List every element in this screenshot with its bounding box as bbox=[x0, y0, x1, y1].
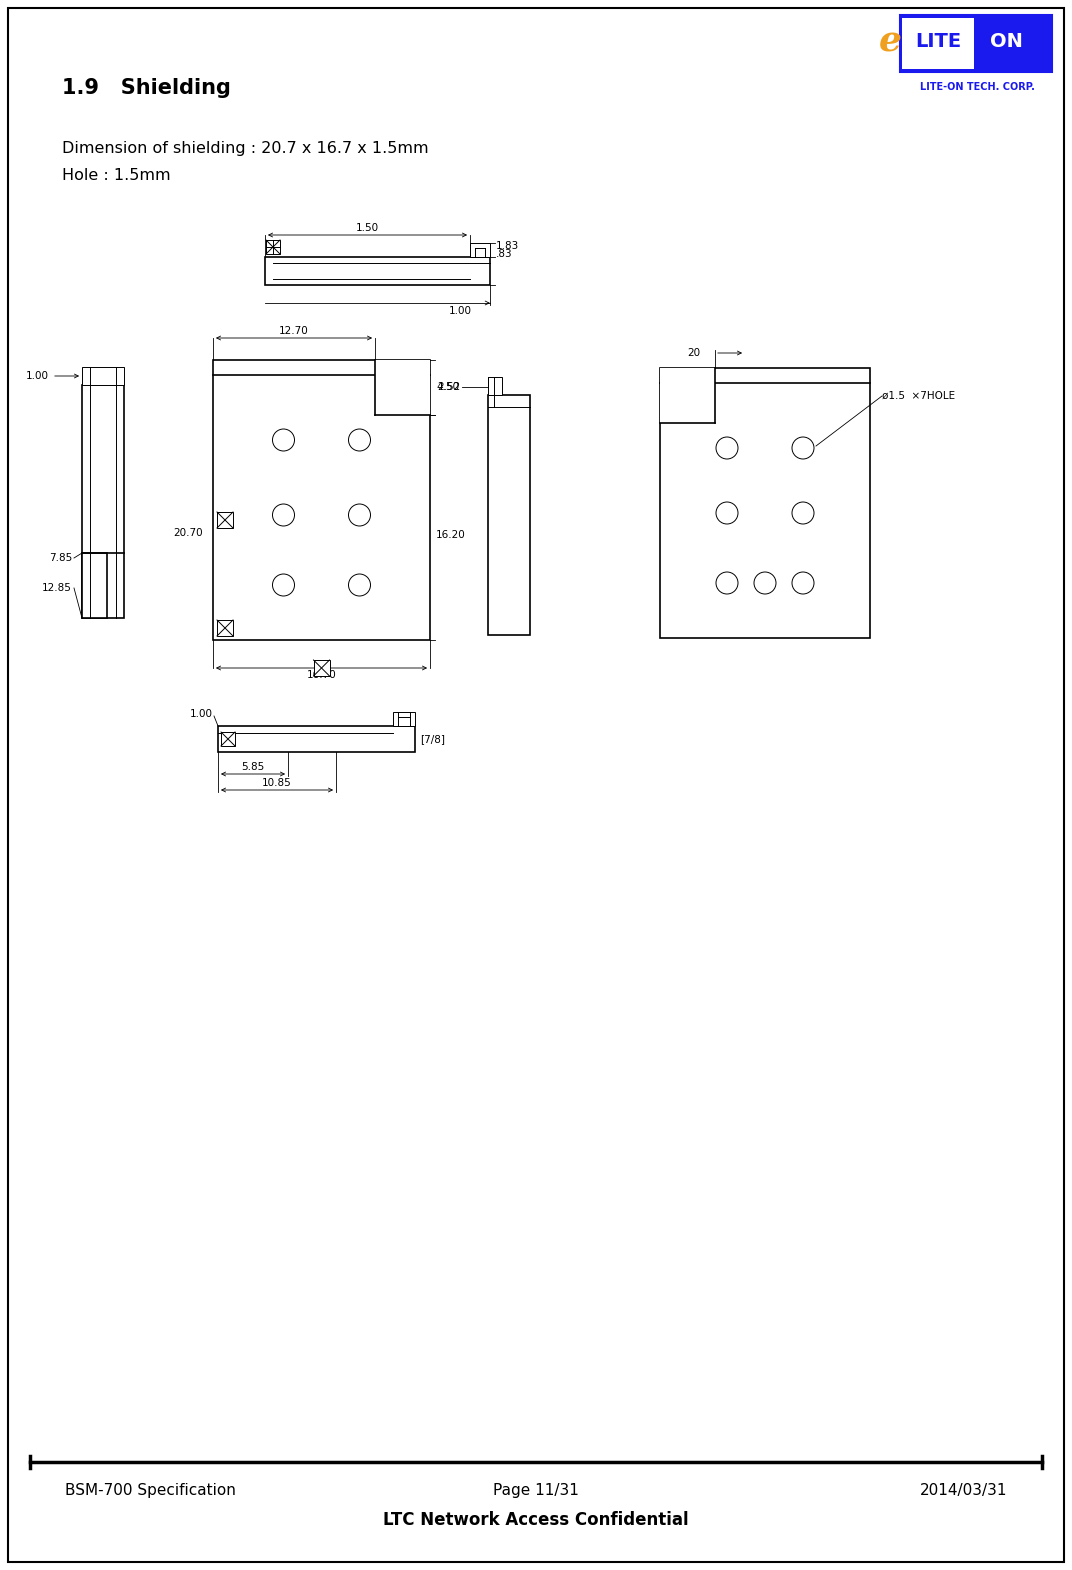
Circle shape bbox=[272, 429, 295, 451]
Bar bbox=[375, 360, 430, 414]
Bar bbox=[81, 385, 124, 619]
Text: 20.70: 20.70 bbox=[174, 528, 203, 539]
Bar bbox=[470, 243, 490, 257]
Bar bbox=[266, 240, 280, 254]
Text: 7.85: 7.85 bbox=[48, 553, 72, 564]
Text: Page 11/31: Page 11/31 bbox=[493, 1482, 579, 1498]
Text: 16.20: 16.20 bbox=[436, 531, 465, 540]
Circle shape bbox=[792, 571, 814, 593]
Text: 12.70: 12.70 bbox=[279, 327, 309, 336]
Text: LTC Network Access Confidential: LTC Network Access Confidential bbox=[383, 1510, 689, 1529]
Bar bbox=[217, 512, 233, 528]
Circle shape bbox=[348, 504, 371, 526]
Circle shape bbox=[272, 575, 295, 597]
Bar bbox=[221, 732, 235, 746]
Bar bbox=[313, 659, 329, 677]
Bar bbox=[81, 553, 107, 619]
Text: 1.50: 1.50 bbox=[356, 223, 379, 232]
Text: .83: .83 bbox=[496, 250, 512, 259]
Text: Dimension of shielding : 20.7 x 16.7 x 1.5mm: Dimension of shielding : 20.7 x 16.7 x 1… bbox=[62, 140, 429, 155]
Text: 20: 20 bbox=[687, 349, 701, 358]
Text: Hole : 1.5mm: Hole : 1.5mm bbox=[62, 168, 170, 184]
Text: 1.00: 1.00 bbox=[448, 306, 472, 316]
Text: 1.00: 1.00 bbox=[26, 371, 49, 382]
Circle shape bbox=[792, 502, 814, 524]
Circle shape bbox=[716, 436, 738, 458]
Bar bbox=[902, 17, 974, 69]
Bar bbox=[660, 367, 715, 422]
Bar bbox=[81, 367, 124, 385]
Circle shape bbox=[754, 571, 776, 593]
Text: 16.70: 16.70 bbox=[307, 670, 337, 680]
Text: ø1.5  ×7HOLE: ø1.5 ×7HOLE bbox=[882, 391, 955, 400]
Text: 1.9   Shielding: 1.9 Shielding bbox=[62, 78, 230, 97]
Text: 1.00: 1.00 bbox=[190, 710, 213, 719]
Text: 5.85: 5.85 bbox=[241, 761, 265, 772]
Bar bbox=[213, 360, 430, 641]
Text: e: e bbox=[878, 25, 902, 58]
Text: 1.83: 1.83 bbox=[496, 242, 519, 251]
Text: 2014/03/31: 2014/03/31 bbox=[920, 1482, 1007, 1498]
Circle shape bbox=[348, 575, 371, 597]
Text: [7/8]: [7/8] bbox=[420, 735, 445, 744]
Bar bbox=[660, 367, 870, 637]
Text: LITE: LITE bbox=[914, 31, 962, 50]
Bar bbox=[393, 713, 415, 725]
Text: BSM-700 Specification: BSM-700 Specification bbox=[65, 1482, 236, 1498]
Text: LITE-ON TECH. CORP.: LITE-ON TECH. CORP. bbox=[920, 82, 1034, 93]
Text: ON: ON bbox=[989, 31, 1023, 50]
Bar bbox=[217, 620, 233, 636]
Text: 12.85: 12.85 bbox=[42, 582, 72, 593]
Circle shape bbox=[716, 502, 738, 524]
Circle shape bbox=[792, 436, 814, 458]
Circle shape bbox=[272, 504, 295, 526]
Text: 2.52: 2.52 bbox=[436, 382, 460, 392]
Circle shape bbox=[716, 571, 738, 593]
Bar bbox=[218, 725, 415, 752]
Circle shape bbox=[348, 429, 371, 451]
Text: 10.85: 10.85 bbox=[263, 779, 292, 788]
Text: 4.50: 4.50 bbox=[436, 383, 459, 392]
Bar bbox=[900, 16, 1052, 72]
Bar bbox=[488, 396, 530, 634]
Bar bbox=[488, 377, 502, 396]
Bar bbox=[265, 257, 490, 286]
